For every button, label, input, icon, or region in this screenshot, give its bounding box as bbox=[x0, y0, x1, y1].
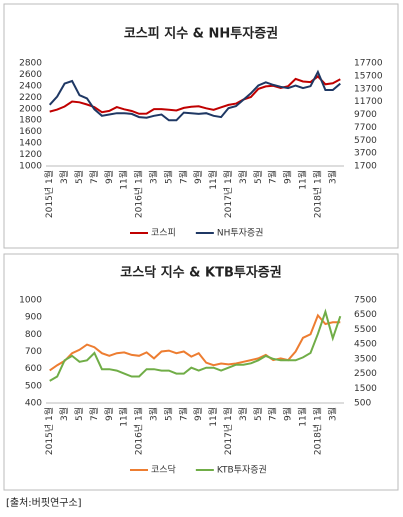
y-tick-label: 500 bbox=[25, 381, 42, 391]
x-tick-label: 5월 bbox=[73, 170, 85, 184]
y2-tick-label: 5700 bbox=[354, 136, 377, 146]
y-tick-label: 2400 bbox=[19, 81, 42, 91]
y-tick-label: 400 bbox=[25, 399, 42, 409]
x-tick-label: 9월 bbox=[192, 407, 204, 421]
y2-tick-label: 1500 bbox=[354, 384, 377, 394]
y-tick-label: 2600 bbox=[19, 70, 42, 80]
y2-tick-label: 4500 bbox=[354, 340, 377, 350]
y2-tick-label: 9700 bbox=[354, 110, 377, 120]
y2-tick-label: 3500 bbox=[354, 354, 377, 364]
y-tick-label: 1000 bbox=[19, 296, 42, 306]
x-tick-label: 7월 bbox=[88, 407, 100, 421]
x-tick-label: 9월 bbox=[192, 170, 204, 184]
y-tick-label: 700 bbox=[25, 347, 42, 357]
y-tick-label: 1600 bbox=[19, 127, 42, 137]
x-tick-label: 3월 bbox=[326, 170, 338, 184]
series-line bbox=[49, 313, 341, 372]
x-tick-label: 3월 bbox=[148, 170, 160, 184]
y-tick-label: 600 bbox=[25, 364, 42, 374]
y-tick-label: 1200 bbox=[19, 150, 42, 160]
x-tick-label: 2018년 1월 bbox=[311, 407, 323, 455]
x-tick-label: 5월 bbox=[162, 170, 174, 184]
series-line bbox=[48, 69, 341, 122]
y2-tick-label: 11700 bbox=[354, 97, 383, 107]
x-tick-label: 9월 bbox=[103, 170, 115, 184]
y2-tick-label: 5500 bbox=[354, 325, 377, 335]
x-tick-label: 9월 bbox=[282, 170, 294, 184]
y2-tick-label: 500 bbox=[354, 399, 371, 409]
y2-tick-label: 17700 bbox=[354, 59, 383, 69]
legend-label: KTB투자증권 bbox=[217, 464, 267, 476]
panel bbox=[3, 3, 399, 249]
x-tick-label: 11월 bbox=[297, 407, 309, 427]
x-tick-label: 5월 bbox=[252, 407, 264, 421]
x-tick-label: 3월 bbox=[148, 407, 160, 421]
y2-tick-label: 1700 bbox=[354, 162, 377, 172]
series-line bbox=[49, 75, 341, 115]
legend-label: NH투자증권 bbox=[217, 227, 264, 239]
y2-tick-label: 13700 bbox=[354, 84, 383, 94]
x-tick-label: 5월 bbox=[252, 170, 264, 184]
x-tick-label: 3월 bbox=[58, 407, 70, 421]
x-tick-label: 3월 bbox=[237, 407, 249, 421]
y2-tick-label: 7500 bbox=[354, 296, 377, 306]
y-tick-label: 1000 bbox=[19, 162, 42, 172]
x-tick-label: 11월 bbox=[297, 170, 309, 190]
x-tick-label: 7월 bbox=[177, 407, 189, 421]
panel bbox=[3, 253, 399, 491]
y-tick-label: 900 bbox=[25, 313, 42, 323]
y2-tick-label: 2500 bbox=[354, 369, 377, 379]
x-tick-label: 11월 bbox=[118, 407, 130, 427]
x-tick-label: 3월 bbox=[58, 170, 70, 184]
y-tick-label: 2800 bbox=[19, 59, 42, 69]
y-tick-label: 800 bbox=[25, 330, 42, 340]
x-tick-label: 11월 bbox=[207, 407, 219, 427]
x-tick-label: 5월 bbox=[73, 407, 85, 421]
x-tick-label: 7월 bbox=[88, 170, 100, 184]
x-tick-label: 2015년 1월 bbox=[43, 407, 55, 455]
y2-tick-label: 6500 bbox=[354, 310, 377, 320]
y-tick-label: 2200 bbox=[19, 93, 42, 103]
x-tick-label: 2016년 1월 bbox=[133, 170, 145, 218]
legend-label: 코스닥 bbox=[151, 465, 176, 476]
x-tick-label: 9월 bbox=[103, 407, 115, 421]
x-tick-label: 11월 bbox=[118, 170, 130, 190]
x-tick-label: 2017년 1월 bbox=[222, 407, 234, 455]
x-tick-label: 3월 bbox=[237, 170, 249, 184]
y2-tick-label: 15700 bbox=[354, 71, 383, 81]
chart-title: 코스닥 지수 & KTB투자증권 bbox=[120, 265, 281, 281]
y2-tick-label: 7700 bbox=[354, 123, 377, 133]
y-tick-label: 2000 bbox=[19, 104, 42, 114]
x-tick-label: 9월 bbox=[282, 407, 294, 421]
chart-title: 코스피 지수 & NH투자증권 bbox=[124, 27, 278, 42]
x-tick-label: 2018년 1월 bbox=[311, 170, 323, 218]
x-tick-label: 3월 bbox=[326, 407, 338, 421]
y-tick-label: 1400 bbox=[19, 139, 42, 149]
x-tick-label: 7월 bbox=[267, 170, 279, 184]
x-tick-label: 7월 bbox=[177, 170, 189, 184]
source: [출처:버핏연구소] bbox=[6, 497, 82, 509]
x-tick-label: 2016년 1월 bbox=[133, 407, 145, 455]
x-tick-label: 2015년 1월 bbox=[43, 170, 55, 218]
legend-label: 코스피 bbox=[151, 228, 176, 239]
series-line bbox=[49, 308, 342, 382]
y-tick-label: 1800 bbox=[19, 116, 42, 126]
x-tick-label: 2017년 1월 bbox=[222, 170, 234, 218]
x-tick-label: 7월 bbox=[267, 407, 279, 421]
x-tick-label: 5월 bbox=[162, 407, 174, 421]
y2-tick-label: 3700 bbox=[354, 149, 377, 159]
x-tick-label: 11월 bbox=[207, 170, 219, 190]
